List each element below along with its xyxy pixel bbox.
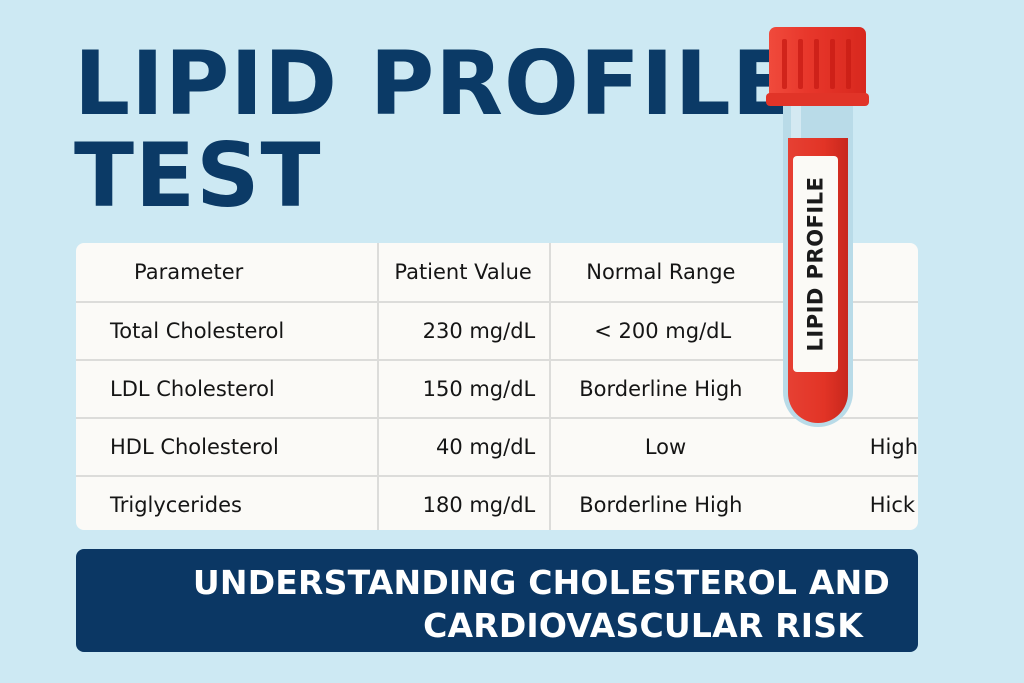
cell-parameter: LDL Cholesterol xyxy=(76,360,379,419)
subtitle-banner: UNDERSTANDING CHOLESTEROL AND CARDIOVASC… xyxy=(76,549,918,652)
cell-status: Hick xyxy=(869,493,916,517)
page-title: LIPID PROFILE TEST xyxy=(74,38,793,222)
cell-value: 40 mg/dL xyxy=(377,418,552,477)
header-parameter: Parameter xyxy=(76,243,379,303)
cell-parameter: Total Cholesterol xyxy=(76,302,379,361)
tube-label: LIPID PROFILE xyxy=(793,156,838,372)
cell-range: < 200 mg/dL xyxy=(550,302,810,361)
cell-parameter: HDL Cholesterol xyxy=(76,418,379,477)
tube-cap xyxy=(769,27,866,95)
header-patient-value: Patient Value xyxy=(377,243,552,303)
tube-label-text: LIPID PROFILE xyxy=(803,176,828,352)
banner-line-2: CARDIOVASCULAR RISK xyxy=(423,606,863,645)
cell-value: 150 mg/dL xyxy=(377,360,552,419)
title-line-1: LIPID PROFILE xyxy=(74,32,793,135)
cell-value: 180 mg/dL xyxy=(377,476,552,530)
cell-value: 230 mg/dL xyxy=(377,302,552,361)
table-header-row: Parameter Patient Value Normal Range xyxy=(76,243,918,303)
blood-test-tube-icon: LIPID PROFILE xyxy=(766,27,870,429)
header-normal-range: Normal Range xyxy=(550,243,810,303)
cell-range: Borderline High xyxy=(550,360,810,419)
cell-range: Low xyxy=(550,418,810,477)
table-row: LDL Cholesterol 150 mg/dL Borderline Hig… xyxy=(76,360,918,419)
cell-status: High xyxy=(809,418,918,477)
cell-parameter: Triglycerides xyxy=(76,476,379,530)
lipid-results-table: Parameter Patient Value Normal Range Tot… xyxy=(76,243,918,530)
table-row: Triglycerides 180 mg/dL Borderline High … xyxy=(76,476,918,530)
tube-cap-lip xyxy=(766,93,869,106)
table-row: HDL Cholesterol 40 mg/dL Low High xyxy=(76,418,918,477)
cell-range: Borderline High xyxy=(579,493,743,517)
title-line-2: TEST xyxy=(74,124,322,227)
lipid-results-table-card: Parameter Patient Value Normal Range Tot… xyxy=(76,243,918,530)
banner-line-1: UNDERSTANDING CHOLESTEROL AND xyxy=(192,563,890,602)
